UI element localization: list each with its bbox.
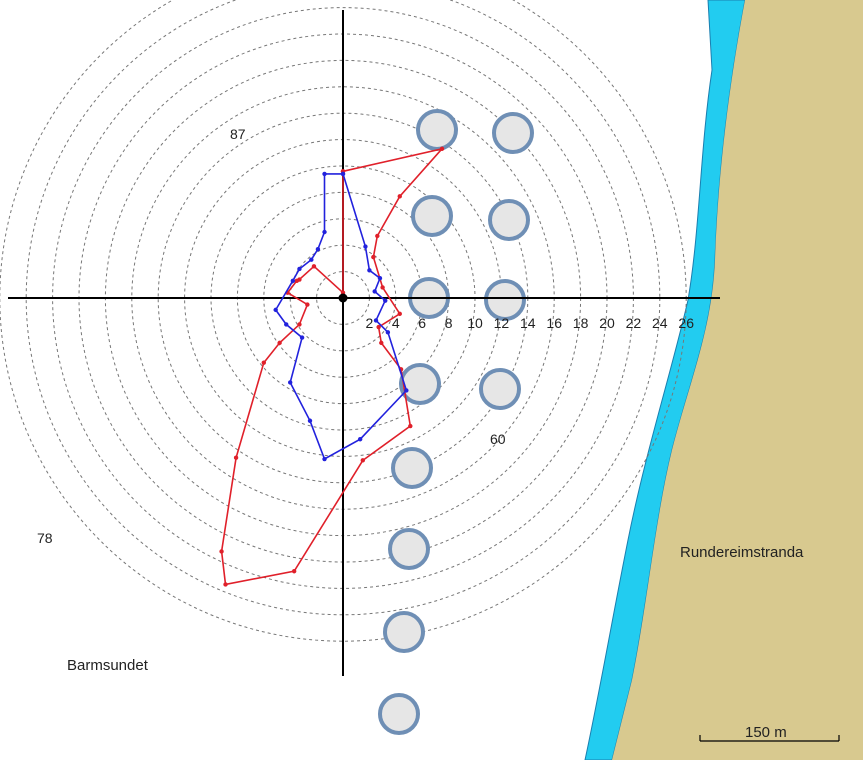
cage-icon bbox=[411, 195, 453, 237]
axis-tick-label: 22 bbox=[626, 315, 642, 331]
axis-tick-label: 2 bbox=[366, 315, 374, 331]
cage-icon bbox=[479, 368, 521, 410]
axis-tick-label: 14 bbox=[520, 315, 536, 331]
series-point-red bbox=[379, 340, 384, 346]
series-point-blue bbox=[299, 335, 305, 340]
series-point-red bbox=[375, 233, 380, 239]
series-point-blue bbox=[372, 289, 377, 294]
series-point-red bbox=[261, 360, 266, 365]
place-label-barmsundet: Barmsundet bbox=[67, 657, 149, 674]
series-point-red bbox=[408, 423, 413, 429]
series-point-blue bbox=[385, 330, 391, 335]
series-point-blue bbox=[322, 171, 327, 177]
series-point-blue bbox=[357, 437, 363, 442]
series-point-blue bbox=[340, 171, 346, 177]
origin-marker-icon bbox=[338, 293, 348, 303]
series-point-red bbox=[311, 264, 317, 269]
cage-icon bbox=[416, 109, 458, 151]
axis-tick-label: 26 bbox=[678, 315, 694, 331]
series-point-blue bbox=[290, 278, 296, 284]
series-point-blue bbox=[288, 380, 293, 385]
series-point-blue bbox=[363, 244, 368, 249]
axis-tick-label: 10 bbox=[467, 315, 483, 331]
series-point-red bbox=[297, 277, 302, 282]
series-point-blue bbox=[367, 268, 372, 273]
series-point-blue bbox=[322, 229, 327, 235]
axis-tick-label: 20 bbox=[599, 315, 615, 331]
series-point-blue bbox=[309, 257, 314, 262]
series-point-red bbox=[397, 311, 402, 317]
cage-icon bbox=[378, 693, 420, 735]
series-point-blue bbox=[377, 276, 383, 281]
series-point-red bbox=[360, 458, 365, 463]
axis-tick-label: 18 bbox=[573, 315, 589, 331]
cage-icon bbox=[388, 528, 430, 570]
series-point-red bbox=[291, 569, 297, 574]
depth-label-87: 87 bbox=[230, 126, 246, 142]
series-point-blue bbox=[273, 307, 278, 313]
depth-label-60: 60 bbox=[490, 431, 506, 447]
cage-icon bbox=[391, 447, 433, 489]
fish-cages bbox=[378, 109, 534, 735]
depth-label-78: 78 bbox=[37, 530, 53, 546]
series-point-blue bbox=[322, 456, 327, 462]
series-point-blue bbox=[297, 266, 302, 272]
cage-icon bbox=[399, 363, 441, 405]
place-label-rundereimstranda: Rundereimstranda bbox=[680, 544, 804, 561]
series-point-blue bbox=[315, 246, 321, 252]
series-point-red bbox=[223, 582, 228, 587]
series-point-red bbox=[376, 324, 381, 330]
scale-bar-label: 150 m bbox=[745, 724, 787, 741]
series-point-blue bbox=[404, 388, 409, 393]
cage-icon bbox=[383, 611, 425, 653]
series-point-red bbox=[371, 254, 376, 260]
axis-tick-label: 6 bbox=[418, 315, 426, 331]
series-point-blue bbox=[307, 418, 313, 423]
axis-tick-label: 8 bbox=[445, 315, 453, 331]
cage-icon bbox=[492, 112, 534, 154]
axis-tick-label: 16 bbox=[546, 315, 562, 331]
series-point-blue bbox=[383, 298, 388, 303]
axis-tick-label: 4 bbox=[392, 315, 400, 331]
series-line-red bbox=[220, 147, 445, 586]
series-point-red bbox=[233, 455, 239, 460]
series-point-red bbox=[277, 340, 282, 346]
series-point-red bbox=[397, 194, 402, 199]
cage-icon bbox=[488, 199, 530, 241]
series-point-blue bbox=[284, 322, 289, 327]
series-point-red bbox=[439, 146, 445, 152]
axis-tick-labels: 2 4 6 8 10 12 14 16 18 20 22 24 26 bbox=[366, 315, 695, 331]
cage-icon bbox=[484, 279, 526, 321]
land-area bbox=[612, 0, 863, 760]
series-point-red bbox=[380, 285, 385, 290]
axis-tick-label: 12 bbox=[494, 315, 510, 331]
scale-bar-icon: 150 m bbox=[699, 724, 840, 742]
series-point-blue bbox=[373, 318, 379, 323]
series-point-red bbox=[219, 549, 224, 554]
series-point-red bbox=[297, 322, 302, 327]
chart-series bbox=[219, 146, 445, 587]
series-point-red bbox=[305, 302, 310, 307]
axis-tick-label: 24 bbox=[652, 315, 668, 331]
